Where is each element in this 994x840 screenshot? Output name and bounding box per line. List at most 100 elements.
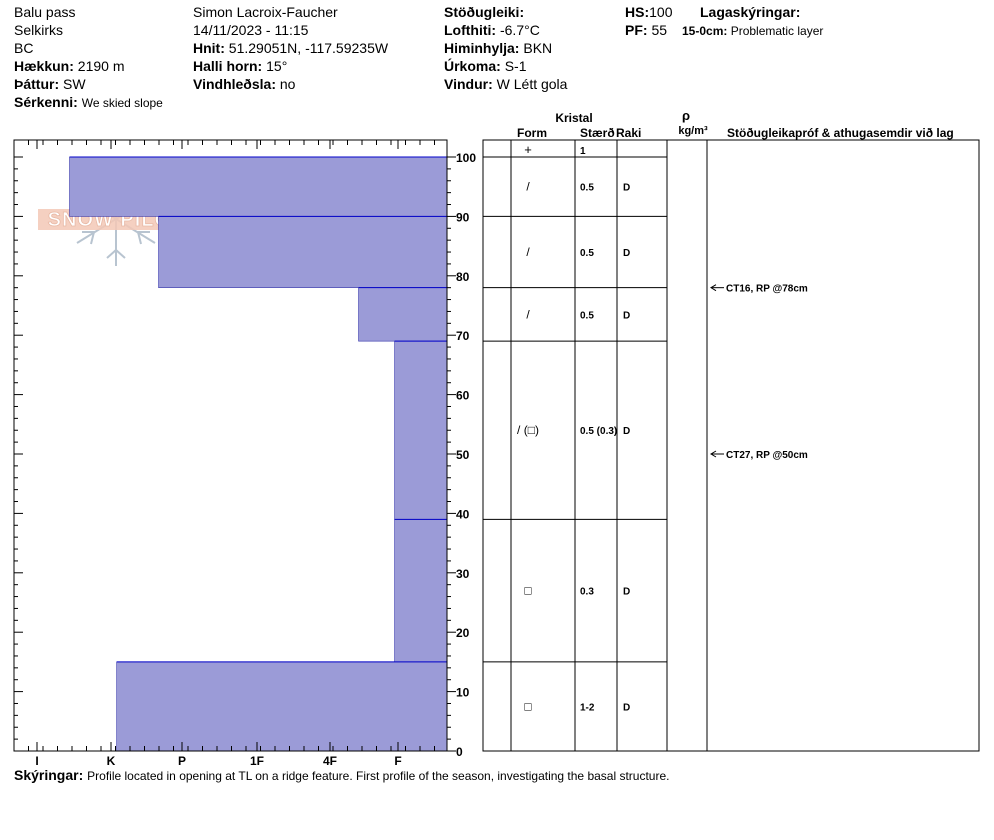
layer-notes: Lagaskýringar: [700,3,800,21]
comments-text: Profile located in opening at TL on a ri… [87,769,670,783]
aspect-value: SW [63,76,86,92]
depth-tick-label: 70 [456,329,470,343]
depth-tick-label: 40 [456,507,470,521]
layer-form-2: / [526,307,530,321]
precip-row: Úrkoma: S-1 [444,57,567,75]
crystal-header: Kristal [555,111,592,125]
observer-info: Simon Lacroix-Faucher 14/11/2023 - 11:15… [193,3,388,93]
layer-moisture-2: D [623,310,630,321]
layer-size-4: 0.3 [580,587,594,598]
feature-row: Sérkenni: We skied slope [14,93,163,112]
layer-moisture-1: D [623,248,630,259]
comments: Skýringar: Profile located in opening at… [14,767,669,783]
layer-form-3: / (□) [517,423,539,437]
slope-label: Halli horn: [193,58,263,74]
pf-label: PF: [625,22,648,38]
hardness-tick-label: 4F [323,754,337,768]
depths-info: HS:100 PF: 55 [625,3,672,39]
hs-label: HS: [625,4,650,20]
sky-value: BKN [523,40,553,56]
stability-row: Stöðugleiki: [444,3,567,21]
comments-label: Skýringar: [14,767,84,783]
hardness-bar-4 [394,519,448,663]
location: Balu pass [14,4,76,20]
test-label-0: CT16, RP @78cm [726,284,808,295]
density-unit: kg/m³ [678,125,708,137]
feature-label: Sérkenni: [14,94,78,110]
stability-label: Stöðugleiki: [444,4,525,20]
slope-value: 15° [266,58,288,74]
depth-tick-label: 80 [456,270,470,284]
hardness-bar-2 [358,287,448,342]
hs-row: HS:100 [625,3,672,21]
depth-tick-label: 0 [456,745,463,759]
hardness-tick-label: K [107,754,116,768]
site-info: Balu pass Selkirks BC Hækkun: 2190 m Þát… [14,3,163,112]
depth-tick-label: 60 [456,389,470,403]
form-header: Form [517,126,547,140]
wind-value: W Létt gola [496,76,568,92]
conditions-info: Stöðugleiki: Lofthiti: -6.7°C Himinhylja… [444,3,567,93]
precip-label: Úrkoma: [444,58,501,74]
air-temp-value: -6.7°C [499,22,540,38]
layer-note-text: Problematic layer [730,24,824,38]
test-label-1: CT27, RP @50cm [726,450,808,461]
size-header: Stærð [580,126,615,140]
layer-notes-label: Lagaskýringar: [700,4,801,20]
hardness-tick-label: I [35,754,38,768]
hardness-axes: I K P 1F 4F F 0 10 20 30 40 50 60 70 80 90 100 [13,139,476,768]
snow-profile-chart: SNOW PILOT I K P 1F 4F F010203040506070809010… [13,108,980,768]
layer-size-3: 0.5 (0.3) [580,426,617,437]
moisture-header: Raki [616,126,641,140]
test-arrowhead-1 [710,450,717,458]
layer-form-4: □ [524,584,531,598]
layer-form-5: □ [524,699,531,713]
hardness-bar-5 [116,661,448,752]
observer-name: Simon Lacroix-Faucher [193,4,338,20]
layer-form-1: / [526,245,530,259]
elevation-row: Hækkun: 2190 m [14,57,163,75]
precip-value: S-1 [504,58,527,74]
hardness-bars [69,156,448,752]
coords-row: Hnit: 51.29051N, -117.59235W [193,39,388,57]
hs-value: 100 [649,4,673,20]
layer-size-0: 0.5 [580,183,594,194]
wind-label: Vindur: [444,76,493,92]
layer-moisture-0: D [623,183,630,194]
density-symbol: ρ [682,108,690,123]
layer-table: +1 / 0.5 D / 0.5 D / 0.5 D / (□) 0.5 (0.3) D □ 0.3 D □ 1-… [482,139,980,752]
wind-loading-row: Vindhleðsla: no [193,75,388,93]
elevation-value: 2190 m [77,58,125,74]
hardness-bar-3 [394,340,448,520]
depth-tick-label: 50 [456,448,470,462]
wind-loading-label: Vindhleðsla: [193,76,276,92]
hardness-tick-label: 1F [250,754,264,768]
sky-row: Himinhylja: BKN [444,39,567,57]
aspect-label: Þáttur: [14,76,60,92]
air-temp-row: Lofthiti: -6.7°C [444,21,567,39]
layer-moisture-3: D [623,426,630,437]
region: BC [14,40,34,56]
pf-row: PF: 55 [625,21,672,39]
depth-tick-label: 20 [456,626,470,640]
hardness-bar-1 [158,216,448,288]
hardness-tick-label: P [178,754,186,768]
layer-note-item: 15-0cm: Problematic layer [682,22,823,40]
hardness-bar-0 [69,156,448,217]
slope-row: Halli horn: 15° [193,57,388,75]
aspect-row: Þáttur: SW [14,75,163,93]
pf-value: 55 [651,22,668,38]
layer-note-depth: 15-0cm: [682,24,728,38]
wind-row: Vindur: W Létt gola [444,75,567,93]
range: Selkirks [14,22,64,38]
hardness-tick-label: F [394,754,401,768]
surface-form: + [524,142,532,157]
depth-tick-label: 100 [456,151,476,165]
wind-loading-value: no [279,76,296,92]
surface-size: 1 [580,146,586,157]
elevation-label: Hækkun: [14,58,74,74]
obs-datetime: 14/11/2023 - 11:15 [193,22,309,38]
layer-size-1: 0.5 [580,248,594,259]
coords-label: Hnit: [193,40,225,56]
layer-size-2: 0.5 [580,310,594,321]
